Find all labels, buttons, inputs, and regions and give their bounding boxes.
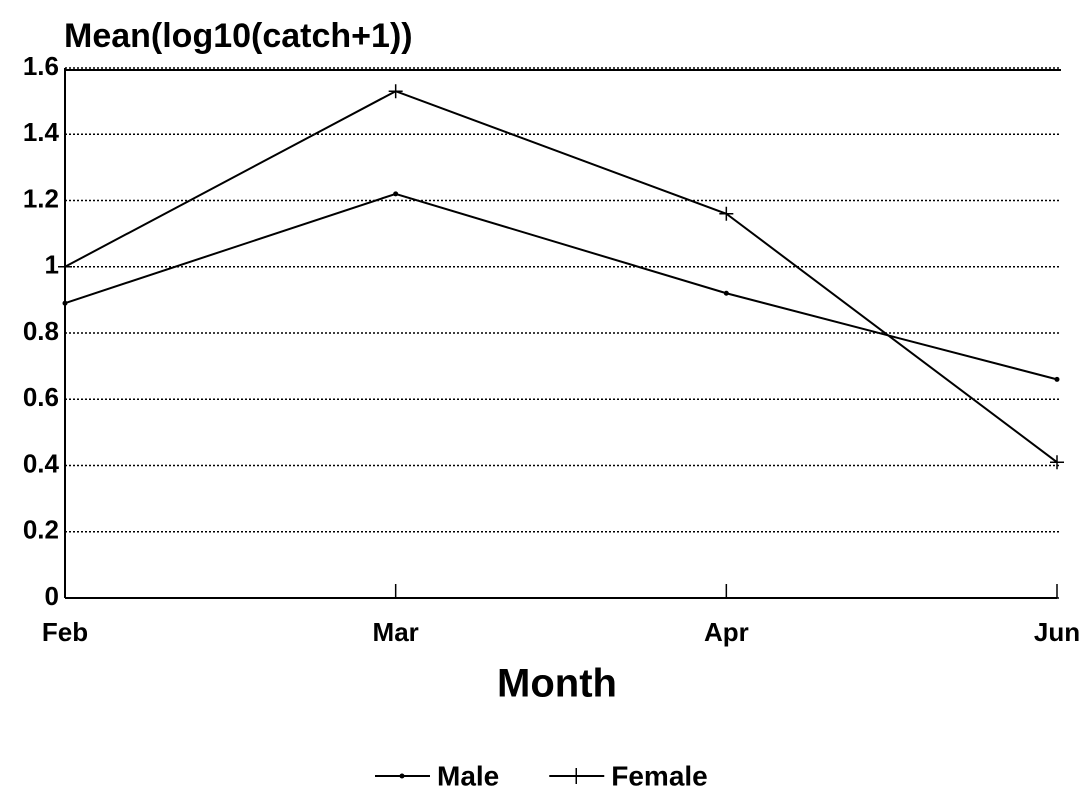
marker bbox=[1054, 376, 1060, 382]
y-tick-label: 0.8 bbox=[23, 316, 59, 346]
y-tick-label: 1.2 bbox=[23, 183, 59, 213]
legend-label: Female bbox=[611, 760, 708, 791]
y-tick-label: 0.2 bbox=[23, 515, 59, 545]
y-tick-label: 1 bbox=[45, 250, 59, 280]
series-line bbox=[64, 90, 1058, 463]
legend-label: Male bbox=[437, 760, 499, 791]
y-tick-label: 0.6 bbox=[23, 382, 59, 412]
legend-marker bbox=[399, 773, 405, 779]
marker bbox=[719, 206, 734, 221]
x-tick-label: Apr bbox=[704, 617, 749, 647]
marker bbox=[1050, 455, 1064, 470]
x-tick-label: Jun bbox=[1034, 617, 1080, 647]
marker bbox=[58, 259, 72, 274]
marker bbox=[393, 191, 399, 197]
y-tick-label: 0 bbox=[45, 581, 59, 611]
x-axis-label: Month bbox=[497, 662, 617, 706]
y-tick-label: 0.4 bbox=[23, 448, 60, 478]
marker bbox=[723, 290, 729, 296]
x-tick-label: Mar bbox=[373, 617, 419, 647]
marker bbox=[62, 300, 68, 306]
x-tick-label: Feb bbox=[42, 617, 88, 647]
series-line bbox=[64, 192, 1058, 381]
marker bbox=[388, 84, 403, 99]
y-axis-label: Mean(log10(catch+1)) bbox=[64, 17, 413, 55]
y-tick-label: 1.4 bbox=[23, 117, 60, 147]
y-tick-label: 1.6 bbox=[23, 51, 59, 81]
